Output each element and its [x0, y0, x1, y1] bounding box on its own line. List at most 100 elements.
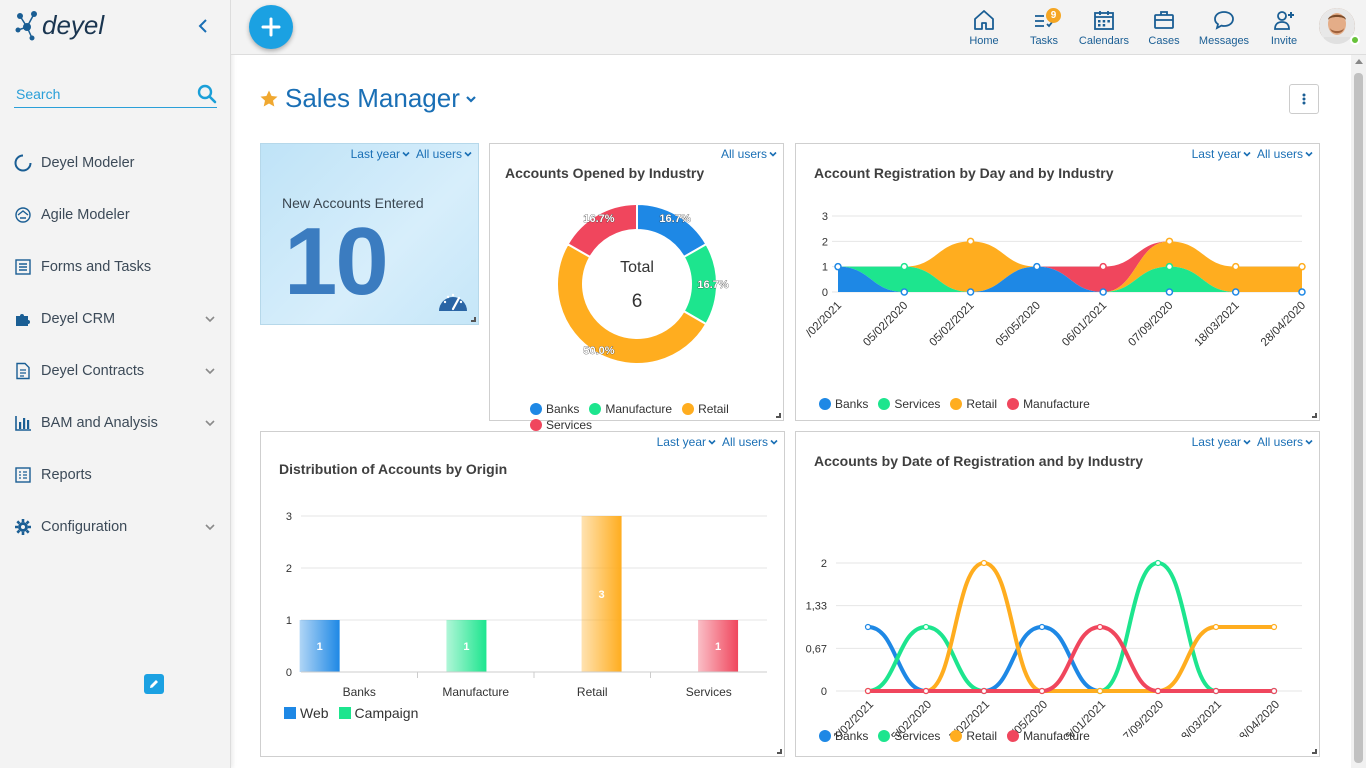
widget-filters: Last year All users	[657, 435, 778, 449]
period-filter[interactable]: Last year	[351, 147, 410, 161]
plus-icon	[261, 17, 281, 37]
sidebar-item-label: BAM and Analysis	[41, 415, 158, 431]
y-tick-label: 3	[286, 511, 292, 523]
area-services	[838, 266, 1302, 292]
data-point	[1231, 262, 1240, 271]
chart-title: Accounts Opened by Industry	[505, 165, 705, 181]
slice-label: 16.7%	[659, 213, 690, 225]
legend-item-banks[interactable]: Banks	[530, 402, 579, 416]
sidebar-item-forms-and-tasks[interactable]: Forms and Tasks	[0, 241, 231, 293]
legend-item-manufacture[interactable]: Manufacture	[1007, 397, 1090, 411]
legend-item-services[interactable]: Services	[878, 729, 940, 743]
x-tick-label: 07/09/2020	[1117, 699, 1166, 737]
search-input[interactable]	[14, 82, 184, 106]
nav-label: Tasks	[1029, 35, 1059, 47]
users-filter[interactable]: All users	[722, 435, 778, 449]
chart-title: Account Registration by Day and by Indus…	[814, 165, 1114, 181]
bar-retail-retail	[581, 516, 622, 672]
legend-item-services[interactable]: Services	[530, 418, 592, 432]
scrollbar-thumb[interactable]	[1354, 73, 1363, 763]
collapse-sidebar-button[interactable]	[196, 16, 210, 36]
data-point	[1298, 262, 1306, 271]
legend-swatch	[1007, 398, 1020, 410]
nav-tasks[interactable]: 9 Tasks	[1014, 8, 1074, 47]
period-filter[interactable]: Last year	[1192, 147, 1251, 161]
user-avatar[interactable]	[1319, 8, 1355, 44]
resize-handle[interactable]	[471, 317, 476, 322]
legend-item-manufacture[interactable]: Manufacture	[589, 402, 672, 416]
chart-legend: Banks Services Retail Manufacture	[819, 729, 1090, 743]
sidebar-item-deyel-crm[interactable]: Deyel CRM	[0, 293, 231, 345]
legend-item-manufacture[interactable]: Manufacture	[1007, 729, 1090, 743]
sidebar-item-bam-and-analysis[interactable]: BAM and Analysis	[0, 397, 231, 449]
legend-item-services[interactable]: Services	[878, 397, 940, 411]
data-point	[980, 559, 988, 567]
legend-item-banks[interactable]: Banks	[819, 729, 868, 743]
legend-item-retail[interactable]: Retail	[682, 402, 729, 416]
area-banks	[838, 266, 1302, 292]
users-filter[interactable]: All users	[1257, 147, 1313, 161]
chevron-down-icon	[205, 524, 215, 531]
sidebar-item-deyel-contracts[interactable]: Deyel Contracts	[0, 345, 231, 397]
users-filter[interactable]: All users	[721, 147, 777, 161]
sidebar-item-agile-modeler[interactable]: Agile Modeler	[0, 189, 231, 241]
scroll-up-arrow[interactable]	[1355, 59, 1363, 64]
more-options-button[interactable]	[1289, 84, 1319, 114]
legend-item-retail[interactable]: Retail	[950, 729, 997, 743]
legend-item-retail[interactable]: Retail	[950, 397, 997, 411]
y-tick-label: 1	[822, 262, 828, 274]
x-tick-label: 28/04/2020	[1259, 300, 1308, 349]
legend-swatch	[819, 730, 831, 742]
top-bar: Home 9 Tasks Calendars Cases Messages In…	[231, 0, 1366, 55]
tasks-icon	[1035, 13, 1054, 28]
legend-label: Retail	[966, 729, 998, 743]
nav-messages[interactable]: Messages	[1194, 8, 1254, 47]
legend-item-banks[interactable]: Banks	[819, 397, 868, 411]
legend-item-campaign[interactable]: Campaign	[338, 705, 418, 721]
favorite-star-icon[interactable]	[259, 89, 279, 109]
nav-invite[interactable]: Invite	[1254, 8, 1314, 47]
chart-legend: Banks Manufacture Retail Services	[530, 402, 760, 432]
widget-filters: Last year All users	[1192, 147, 1313, 161]
sidebar-item-configuration[interactable]: Configuration	[0, 501, 231, 553]
resize-handle[interactable]	[1312, 749, 1317, 754]
period-filter[interactable]: Last year	[1192, 435, 1251, 449]
nav-home[interactable]: Home	[954, 8, 1014, 47]
legend-swatch	[682, 403, 695, 415]
period-filter[interactable]: Last year	[657, 435, 716, 449]
data-point	[900, 288, 909, 296]
y-tick-label: 2	[821, 558, 827, 570]
nav-calendars[interactable]: Calendars	[1074, 8, 1134, 47]
gauge-icon	[439, 293, 467, 311]
legend-swatch	[284, 707, 296, 719]
chevron-down-icon	[770, 439, 778, 445]
x-tick-label: 06/01/2021	[1060, 300, 1109, 349]
widget-filters: Last year All users	[351, 147, 472, 161]
create-new-button[interactable]	[249, 5, 293, 49]
x-tick-label: 18/03/2021	[1175, 699, 1224, 737]
legend-label: Retail	[698, 402, 729, 416]
resize-handle[interactable]	[1312, 413, 1317, 418]
donut-center-label: Total	[620, 259, 654, 276]
search-icon[interactable]	[197, 84, 217, 104]
sidebar-item-deyel-modeler[interactable]: Deyel Modeler	[0, 137, 231, 189]
sidebar-item-reports[interactable]: Reports	[0, 449, 231, 501]
x-tick-label: Services	[686, 685, 732, 699]
deyel-logo[interactable]: deyel	[14, 10, 164, 42]
page-scrollbar[interactable]	[1351, 55, 1366, 768]
legend-label: Manufacture	[605, 402, 673, 416]
sidebar-menu: Deyel Modeler Agile Modeler Forms and Ta…	[0, 137, 231, 553]
chevron-down-icon	[708, 439, 716, 445]
y-tick-label: 3	[822, 211, 828, 223]
edit-menu-button[interactable]	[144, 674, 164, 694]
dashboard-title[interactable]: Sales Manager	[259, 83, 477, 114]
users-filter[interactable]: All users	[1257, 435, 1313, 449]
legend-item-web[interactable]: Web	[284, 705, 329, 721]
data-point	[1212, 687, 1220, 695]
resize-handle[interactable]	[776, 413, 781, 418]
legend-swatch	[530, 419, 542, 431]
users-filter[interactable]: All users	[416, 147, 472, 161]
data-point	[1270, 623, 1278, 631]
resize-handle[interactable]	[777, 749, 782, 754]
nav-cases[interactable]: Cases	[1134, 8, 1194, 47]
